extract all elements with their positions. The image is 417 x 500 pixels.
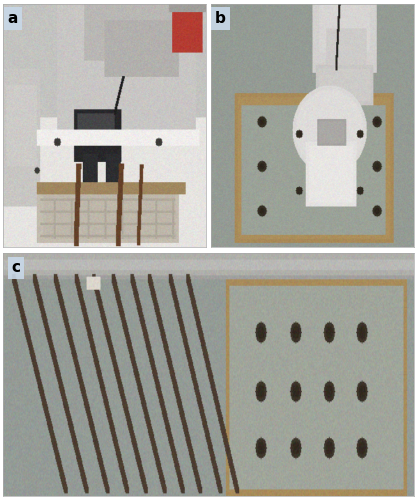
Text: c: c xyxy=(12,260,20,276)
Text: a: a xyxy=(8,12,18,26)
Text: b: b xyxy=(215,12,226,26)
